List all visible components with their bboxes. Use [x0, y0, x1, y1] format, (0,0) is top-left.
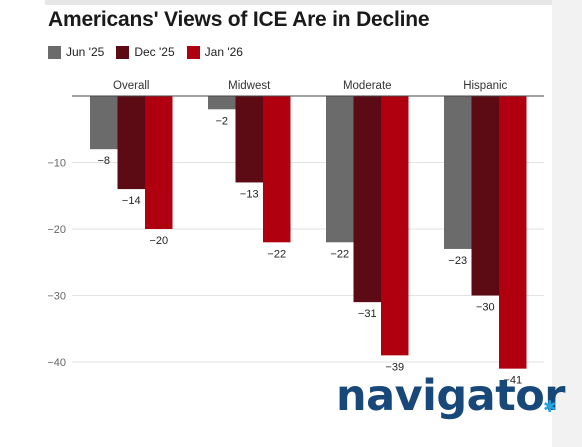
legend: Jun '25 Dec '25 Jan '26 — [48, 45, 243, 59]
bar-jun25 — [326, 96, 354, 243]
bar-jun25 — [208, 96, 236, 110]
right-margin — [552, 0, 582, 447]
category-label: Hispanic — [463, 80, 507, 92]
data-label: −14 — [122, 195, 141, 207]
bar-jan26 — [499, 96, 527, 369]
y-tick-label: −30 — [47, 291, 66, 303]
y-tick-label: −20 — [47, 224, 66, 236]
data-label: −22 — [330, 248, 349, 260]
legend-label-dec25: Dec '25 — [134, 45, 175, 59]
legend-swatch-jun25 — [48, 45, 61, 59]
data-label: −20 — [149, 235, 168, 247]
bar-dec25 — [471, 96, 499, 296]
legend-item-jan26: Jan '26 — [186, 45, 243, 59]
legend-item-dec25: Dec '25 — [116, 45, 175, 59]
category-label: Moderate — [343, 80, 392, 92]
data-label: −30 — [476, 302, 495, 314]
legend-label-jan26: Jan '26 — [204, 45, 243, 59]
category-label: Midwest — [228, 80, 271, 92]
bar-dec25 — [235, 96, 263, 183]
bar-jun25 — [90, 96, 118, 150]
navigator-logo: navigator — [336, 371, 566, 421]
bar-jun25 — [444, 96, 472, 249]
data-label: −39 — [385, 361, 404, 373]
data-label: −31 — [358, 308, 377, 320]
category-label: Overall — [113, 80, 149, 92]
data-label: −13 — [240, 188, 259, 200]
legend-swatch-dec25 — [116, 45, 130, 59]
logo-star-icon: ✱ — [543, 399, 557, 416]
top-rule — [45, 0, 553, 5]
data-label: −2 — [215, 115, 228, 127]
bar-jan26 — [381, 96, 409, 356]
chart-title: Americans' Views of ICE Are in Decline — [48, 8, 430, 31]
y-tick-label: −10 — [47, 158, 66, 170]
y-tick-label: −40 — [47, 357, 66, 369]
bar-dec25 — [353, 96, 381, 303]
legend-swatch-jan26 — [186, 45, 200, 59]
data-label: −22 — [267, 248, 286, 260]
legend-item-jun25: Jun '25 — [48, 45, 104, 59]
data-label: −23 — [448, 255, 467, 267]
bar-jan26 — [145, 96, 173, 229]
bar-jan26 — [263, 96, 291, 243]
data-label: −41 — [503, 375, 522, 387]
legend-label-jun25: Jun '25 — [66, 45, 105, 59]
bar-dec25 — [117, 96, 145, 190]
data-label: −8 — [97, 155, 110, 167]
